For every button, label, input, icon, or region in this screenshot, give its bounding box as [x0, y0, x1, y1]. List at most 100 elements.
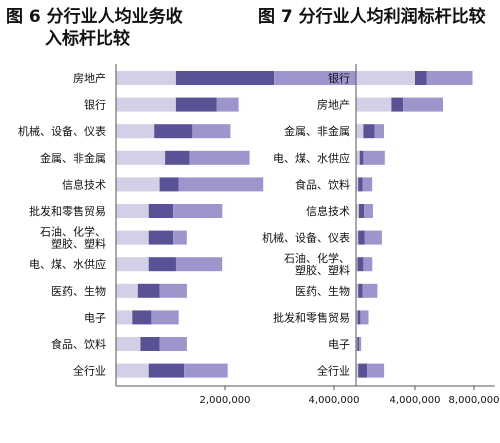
chart-title: 图 6 分行业人均业务收	[6, 6, 183, 27]
bar-segment	[374, 124, 384, 139]
category-label: 医药、生物	[51, 284, 106, 298]
bar-segment	[116, 177, 160, 192]
bar-segment	[362, 177, 373, 192]
bar-segment	[363, 150, 385, 165]
bar-segment	[356, 283, 359, 298]
bar-segment	[363, 257, 373, 272]
bar-segment	[116, 71, 176, 85]
bar-segment	[148, 257, 176, 272]
bar-segment	[159, 177, 179, 192]
bar-segment	[178, 177, 264, 192]
category-label: 石油、化学、	[40, 225, 106, 239]
category-label: 医药、生物	[295, 284, 350, 298]
bar-segment	[364, 204, 373, 218]
bar-segment	[137, 283, 160, 298]
bar-segment	[358, 230, 365, 245]
category-label: 房地产	[73, 71, 106, 85]
bar-segment	[116, 204, 149, 218]
bar-segment	[357, 337, 359, 351]
bar-segment	[391, 97, 404, 112]
bar-segment	[356, 204, 359, 218]
bar-segment	[426, 71, 473, 85]
bar-segment	[358, 337, 362, 351]
category-label: 金属、非金属	[40, 151, 106, 165]
bar-segment	[357, 257, 364, 272]
bar-segment	[362, 283, 378, 298]
bar-segment	[403, 97, 443, 112]
bar-segment	[364, 230, 382, 245]
bar-segment	[356, 230, 359, 245]
bar-segment	[165, 150, 190, 165]
bar-segment	[175, 71, 274, 85]
bar-segment	[358, 204, 365, 218]
category-label: 金属、非金属	[284, 124, 350, 138]
chart-title-line2: 入标杆比较	[45, 28, 130, 49]
category-label: 机械、设备、仪表	[262, 231, 350, 245]
chart-6: 图 6 分行业人均业务收入标杆比较房地产银行机械、设备、仪表金属、非金属信息技术…	[6, 6, 400, 406]
bar-segment	[116, 310, 133, 325]
category-label: 银行	[328, 71, 350, 85]
bar-segment	[358, 177, 363, 192]
bar-segment	[357, 310, 361, 325]
bar-segment	[173, 230, 187, 245]
category-label: 电、煤、水供应	[29, 257, 106, 271]
bar-segment	[356, 150, 360, 165]
category-label: 机械、设备、仪表	[18, 124, 106, 138]
category-label: 电子	[84, 311, 106, 324]
bar-segment	[148, 363, 185, 378]
chart-7: 图 7 分行业人均利润标杆比较银行房地产金属、非金属电、煤、水供应食品、饮料信息…	[258, 6, 499, 406]
bar-segment	[356, 337, 358, 351]
bar-segment	[116, 337, 141, 351]
x-tick-label: 4,000,000	[309, 395, 360, 406]
bar-segment	[363, 124, 375, 139]
bar-segment	[356, 71, 415, 85]
bar-segment	[116, 257, 149, 272]
bar-segment	[356, 177, 359, 192]
bar-segment	[148, 230, 174, 245]
bar-segment	[358, 283, 363, 298]
category-label: 石油、化学、	[284, 251, 350, 265]
bar-segment	[116, 230, 149, 245]
category-label: 全行业	[317, 364, 350, 378]
bar-segment	[367, 363, 385, 378]
bar-segment	[173, 204, 223, 218]
bar-segment	[356, 363, 359, 378]
category-label: 信息技术	[62, 177, 106, 191]
bar-segment	[151, 310, 179, 325]
bar-segment	[159, 283, 187, 298]
bar-segment	[189, 150, 250, 165]
category-label: 电、煤、水供应	[273, 151, 350, 165]
x-tick-label: 4,000,000	[390, 395, 441, 406]
category-label: 批发和零售贸易	[29, 204, 106, 218]
bar-segment	[358, 363, 368, 378]
category-label: 食品、饮料	[51, 337, 106, 351]
bar-segment	[184, 363, 228, 378]
bar-segment	[216, 97, 239, 112]
category-label: 信息技术	[306, 204, 350, 218]
bar-segment	[356, 97, 392, 112]
bar-segment	[415, 71, 427, 85]
x-tick-label: 8,000,000	[449, 395, 500, 406]
bar-segment	[175, 97, 217, 112]
bar-segment	[360, 310, 369, 325]
bar-segment	[356, 257, 358, 272]
bar-segment	[116, 283, 138, 298]
category-label: 塑胶、塑料	[51, 237, 106, 251]
category-label: 全行业	[73, 364, 106, 378]
bar-segment	[192, 124, 231, 139]
category-label: 电子	[328, 338, 350, 351]
bar-segment	[148, 204, 174, 218]
bar-segment	[356, 310, 358, 325]
category-label: 房地产	[317, 98, 350, 112]
bar-segment	[159, 337, 187, 351]
bar-segment	[359, 150, 364, 165]
bar-segment	[356, 124, 364, 139]
bar-segment	[116, 150, 166, 165]
category-label: 银行	[84, 98, 106, 112]
bar-segment	[175, 257, 223, 272]
category-label: 食品、饮料	[295, 177, 350, 191]
category-label: 批发和零售贸易	[273, 310, 350, 324]
bar-segment	[154, 124, 193, 139]
bar-segment	[116, 363, 149, 378]
